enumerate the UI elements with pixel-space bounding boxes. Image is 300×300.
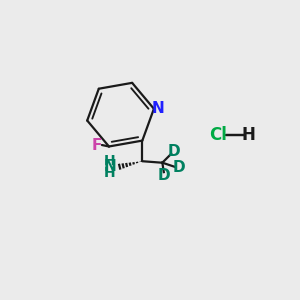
Text: D: D bbox=[172, 160, 185, 175]
Text: Cl: Cl bbox=[209, 126, 227, 144]
Text: F: F bbox=[92, 137, 102, 152]
Text: H: H bbox=[242, 126, 256, 144]
Text: H: H bbox=[104, 166, 116, 180]
Text: H: H bbox=[104, 154, 116, 168]
Text: N: N bbox=[103, 159, 116, 174]
Text: D: D bbox=[167, 144, 180, 159]
Text: N: N bbox=[152, 101, 165, 116]
Text: D: D bbox=[158, 168, 170, 183]
